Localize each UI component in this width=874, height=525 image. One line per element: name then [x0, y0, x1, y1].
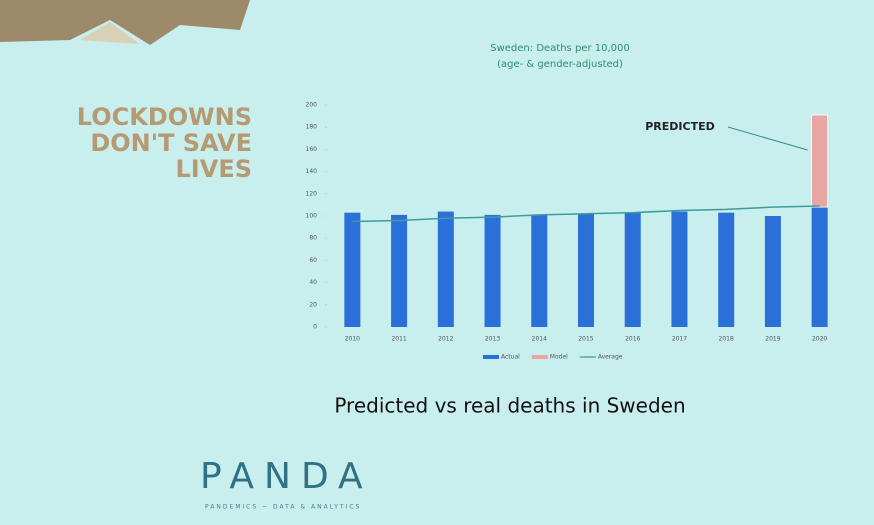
x-tick-label: 2011	[391, 336, 406, 343]
legend-swatch	[532, 355, 548, 359]
headline: LIVES	[176, 155, 252, 183]
y-tick-label: 0	[313, 324, 317, 331]
legend-label: Actual	[501, 354, 520, 361]
headline: LOCKDOWNS	[77, 103, 252, 131]
chart-title: (age- & gender-adjusted)	[497, 59, 623, 70]
y-tick-label: 40	[309, 279, 317, 286]
legend-swatch	[483, 355, 499, 359]
x-tick-label: 2020	[812, 336, 827, 343]
page: {"slide": {"headline": ["LOCKDOWNS", "DO…	[0, 0, 874, 525]
slide: LOCKDOWNS DON'T SAVE LIVES Sweden: Death…	[0, 0, 874, 525]
bar	[718, 213, 734, 327]
x-tick-label: 2012	[438, 336, 453, 343]
bar	[812, 207, 828, 327]
y-tick-label: 80	[309, 235, 317, 242]
x-tick-label: 2017	[672, 336, 687, 343]
chart-title: Sweden: Deaths per 10,000	[490, 43, 629, 54]
bar	[344, 213, 360, 327]
y-tick-label: 120	[306, 190, 318, 197]
y-tick-label: 60	[309, 257, 317, 264]
logo: PANDA	[200, 456, 373, 497]
bar	[578, 214, 594, 327]
y-tick-label: 200	[306, 102, 318, 109]
bar	[812, 115, 828, 207]
background	[0, 0, 874, 525]
x-tick-label: 2016	[625, 336, 640, 343]
x-tick-label: 2019	[765, 336, 780, 343]
bar	[391, 215, 407, 327]
x-tick-label: 2013	[485, 336, 500, 343]
bar	[671, 212, 687, 327]
bar	[531, 215, 547, 327]
x-tick-label: 2015	[578, 336, 593, 343]
y-tick-label: 180	[306, 124, 318, 131]
y-tick-label: 20	[309, 301, 317, 308]
bar	[438, 212, 454, 327]
legend-label: Average	[598, 354, 623, 361]
legend-label: Model	[550, 354, 568, 361]
y-tick-label: 140	[306, 168, 318, 175]
bar	[765, 216, 781, 327]
x-tick-label: 2018	[719, 336, 734, 343]
tagline: PANDEMICS ~ DATA & ANALYTICS	[205, 504, 361, 511]
x-tick-label: 2010	[345, 336, 360, 343]
y-tick-label: 160	[306, 146, 318, 153]
bar	[485, 215, 501, 327]
y-tick-label: 100	[306, 213, 318, 220]
headline: DON'T SAVE	[90, 129, 252, 157]
bar	[625, 213, 641, 327]
annotation: PREDICTED	[645, 120, 715, 133]
x-tick-label: 2014	[532, 336, 547, 343]
caption: Predicted vs real deaths in Sweden	[334, 394, 685, 418]
